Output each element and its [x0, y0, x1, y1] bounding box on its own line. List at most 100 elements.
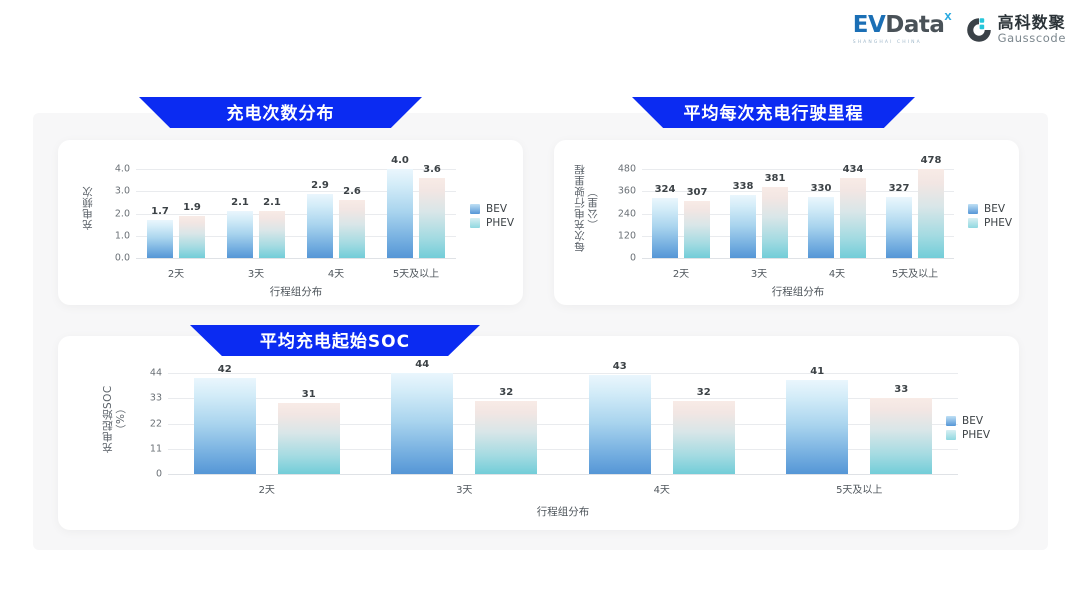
bar-value-label: 2.1: [231, 197, 249, 209]
bar-phev[interactable]: [419, 178, 445, 258]
x-axis-tick: 4天: [653, 485, 670, 496]
legend-item-phev[interactable]: PHEV: [946, 428, 990, 442]
bar-bev[interactable]: [730, 195, 756, 258]
x-axis-tick: 5天及以上: [891, 269, 939, 280]
y-axis-label: 充电起始SOC （%）: [102, 364, 128, 474]
bar-phev[interactable]: [762, 187, 788, 258]
y-axis-tick: 33: [149, 392, 162, 404]
bar-value-label: 478: [920, 155, 942, 167]
chart-avg-soc: 充电起始SOC （%） 0 11 22 33 44 42 31 2天 44 32 3天 43 32 4天 41 3…: [58, 336, 1019, 530]
bar-value-label: 42: [217, 363, 232, 375]
x-axis-tick: 4天: [327, 269, 345, 280]
evdata-subtitle: SHANGHAI CHINA: [852, 40, 922, 45]
legend-label-bev: BEV: [984, 203, 1006, 215]
legend-swatch-phev-icon: [968, 218, 978, 228]
bar-bev[interactable]: [886, 197, 912, 258]
bar-value-label: 324: [654, 184, 676, 195]
legend-swatch-phev-icon: [946, 430, 956, 440]
chart-legend: BEV PHEV: [946, 414, 990, 442]
legend-item-bev[interactable]: BEV: [470, 202, 514, 216]
legend-swatch-bev-icon: [968, 204, 978, 214]
gridline: [168, 373, 958, 375]
bar-value-label: 33: [894, 384, 909, 396]
legend-item-bev[interactable]: BEV: [968, 202, 1012, 216]
bar-value-label: 2.6: [343, 186, 361, 198]
legend-swatch-bev-icon: [470, 204, 480, 214]
bar-phev[interactable]: [918, 169, 944, 258]
chart-legend: BEV PHEV: [470, 202, 514, 230]
legend-label-phev: PHEV: [984, 217, 1013, 229]
y-axis-label: 充电频次: [82, 186, 94, 230]
axis-baseline: [642, 258, 954, 259]
gausscode-logo: 高科数聚 Gausscode: [966, 12, 1066, 45]
bar-value-label: 2.1: [263, 197, 281, 209]
bar-phev[interactable]: [672, 400, 735, 474]
bar-value-label: 330: [810, 182, 832, 194]
legend-item-phev[interactable]: PHEV: [968, 216, 1012, 230]
bar-value-label: 44: [415, 359, 430, 371]
bar-phev[interactable]: [475, 400, 538, 474]
y-axis-tick: 2.0: [114, 208, 130, 220]
chart-title-banner-avg-soc: 平均充电起始SOC: [190, 325, 480, 356]
legend-label-bev: BEV: [962, 415, 984, 427]
legend-swatch-phev-icon: [470, 218, 480, 228]
bar-phev[interactable]: [840, 177, 866, 258]
x-axis-tick: 3天: [247, 269, 265, 280]
evdata-ev-text: EV: [852, 12, 886, 38]
y-axis-label-line1: 充电起始SOC: [102, 385, 114, 453]
gausscode-cn-name: 高科数聚: [997, 12, 1066, 32]
bar-bev[interactable]: [387, 169, 413, 258]
bar-value-label: 1.9: [183, 201, 201, 213]
bar-value-label: 32: [499, 386, 514, 398]
legend-item-phev[interactable]: PHEV: [470, 216, 514, 230]
y-axis-tick: 0: [629, 252, 636, 264]
bar-phev[interactable]: [870, 398, 933, 474]
y-axis-tick: 3.0: [114, 185, 130, 197]
gridline: [136, 169, 456, 171]
bar-bev[interactable]: [307, 193, 333, 258]
gausscode-en-name: Gausscode: [997, 30, 1066, 45]
gridline: [136, 213, 456, 215]
x-axis-label: 行程组分布: [269, 286, 323, 298]
y-axis-tick: 22: [149, 418, 162, 430]
legend-item-bev[interactable]: BEV: [946, 414, 990, 428]
chart-title-banner-avg-range: 平均每次充电行驶里程: [632, 97, 915, 128]
bar-bev[interactable]: [227, 211, 253, 258]
chart-title-text-3: 平均充电起始SOC: [259, 332, 411, 352]
x-axis-tick: 3天: [456, 485, 473, 496]
bar-phev[interactable]: [277, 402, 340, 474]
bar-bev[interactable]: [588, 375, 651, 474]
bar-bev[interactable]: [193, 377, 256, 474]
bar-phev[interactable]: [259, 211, 285, 258]
gridline: [642, 191, 954, 193]
bar-phev[interactable]: [339, 200, 365, 258]
evdata-wordmark: EV Data x: [852, 8, 952, 38]
axis-baseline: [168, 474, 958, 475]
bar-bev[interactable]: [147, 220, 173, 258]
gridline: [168, 423, 958, 425]
bar-bev[interactable]: [786, 380, 849, 474]
gridline: [136, 191, 456, 193]
y-axis-label-line2: （%）: [115, 402, 128, 436]
y-axis-tick: 0.0: [114, 252, 130, 264]
x-axis-tick: 2天: [672, 269, 690, 280]
gridline: [642, 213, 954, 215]
gausscode-mark-icon: [966, 17, 992, 43]
bar-bev[interactable]: [652, 198, 678, 258]
bar-bev[interactable]: [391, 373, 454, 474]
bar-value-label: 3.6: [423, 164, 441, 175]
logo-group: EV Data x SHANGHAI CHINA 高科数聚 Gausscode: [852, 8, 1066, 45]
gausscode-text-block: 高科数聚 Gausscode: [997, 12, 1066, 45]
bar-bev[interactable]: [808, 196, 834, 258]
bar-phev[interactable]: [684, 201, 710, 258]
chart-card-avg-range: 每次充电行驶里程 （公里） 0 120 240 360 480 324 307 2天 338 381 3…: [554, 140, 1019, 305]
chart-title-text-2: 平均每次充电行驶里程: [683, 104, 864, 124]
bar-phev[interactable]: [179, 215, 205, 258]
bar-value-label: 41: [810, 366, 825, 378]
chart-title-banner-charging-frequency: 充电次数分布: [139, 97, 422, 128]
legend-label-phev: PHEV: [962, 429, 991, 441]
bar-value-label: 338: [732, 181, 754, 193]
x-axis-label: 行程组分布: [536, 506, 590, 518]
x-axis-tick: 5天及以上: [392, 269, 440, 280]
gridline: [168, 448, 958, 450]
